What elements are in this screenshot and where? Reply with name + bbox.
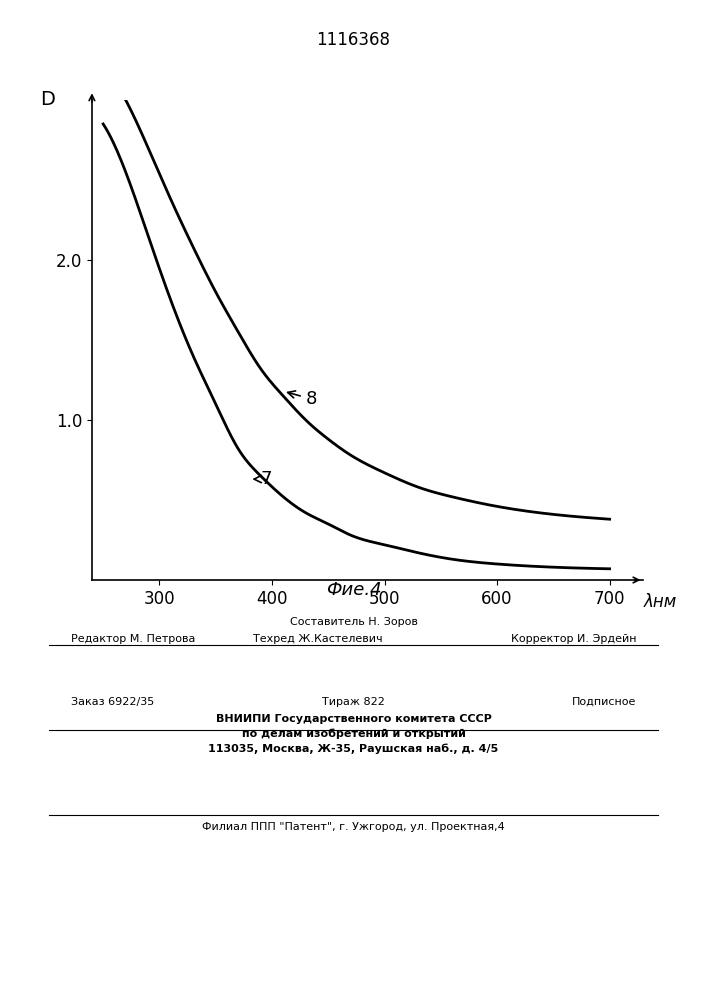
Text: 7: 7	[254, 470, 272, 488]
Text: λнм: λнм	[643, 593, 677, 611]
Text: Фие.4: Фие.4	[326, 581, 381, 599]
Text: Подписное: Подписное	[572, 697, 636, 707]
Text: Редактор М. Петрова: Редактор М. Петрова	[71, 634, 195, 644]
Text: Филиал ППП "Патент", г. Ужгород, ул. Проектная,4: Филиал ППП "Патент", г. Ужгород, ул. Про…	[202, 822, 505, 832]
Text: 8: 8	[288, 390, 317, 408]
Text: Тираж 822: Тираж 822	[322, 697, 385, 707]
Text: по делам изобретений и открытий: по делам изобретений и открытий	[242, 728, 465, 739]
Text: 1116368: 1116368	[317, 31, 390, 49]
Y-axis label: D: D	[40, 90, 55, 109]
Text: Корректор И. Эрдейн: Корректор И. Эрдейн	[510, 634, 636, 644]
Text: ВНИИПИ Государственного комитета СССР: ВНИИПИ Государственного комитета СССР	[216, 714, 491, 724]
Text: 113035, Москва, Ж-35, Раушская наб., д. 4/5: 113035, Москва, Ж-35, Раушская наб., д. …	[209, 744, 498, 754]
Text: Техред Ж.Кастелевич: Техред Ж.Кастелевич	[253, 634, 383, 644]
Text: Заказ 6922/35: Заказ 6922/35	[71, 697, 154, 707]
Text: Составитель Н. Зоров: Составитель Н. Зоров	[290, 617, 417, 627]
